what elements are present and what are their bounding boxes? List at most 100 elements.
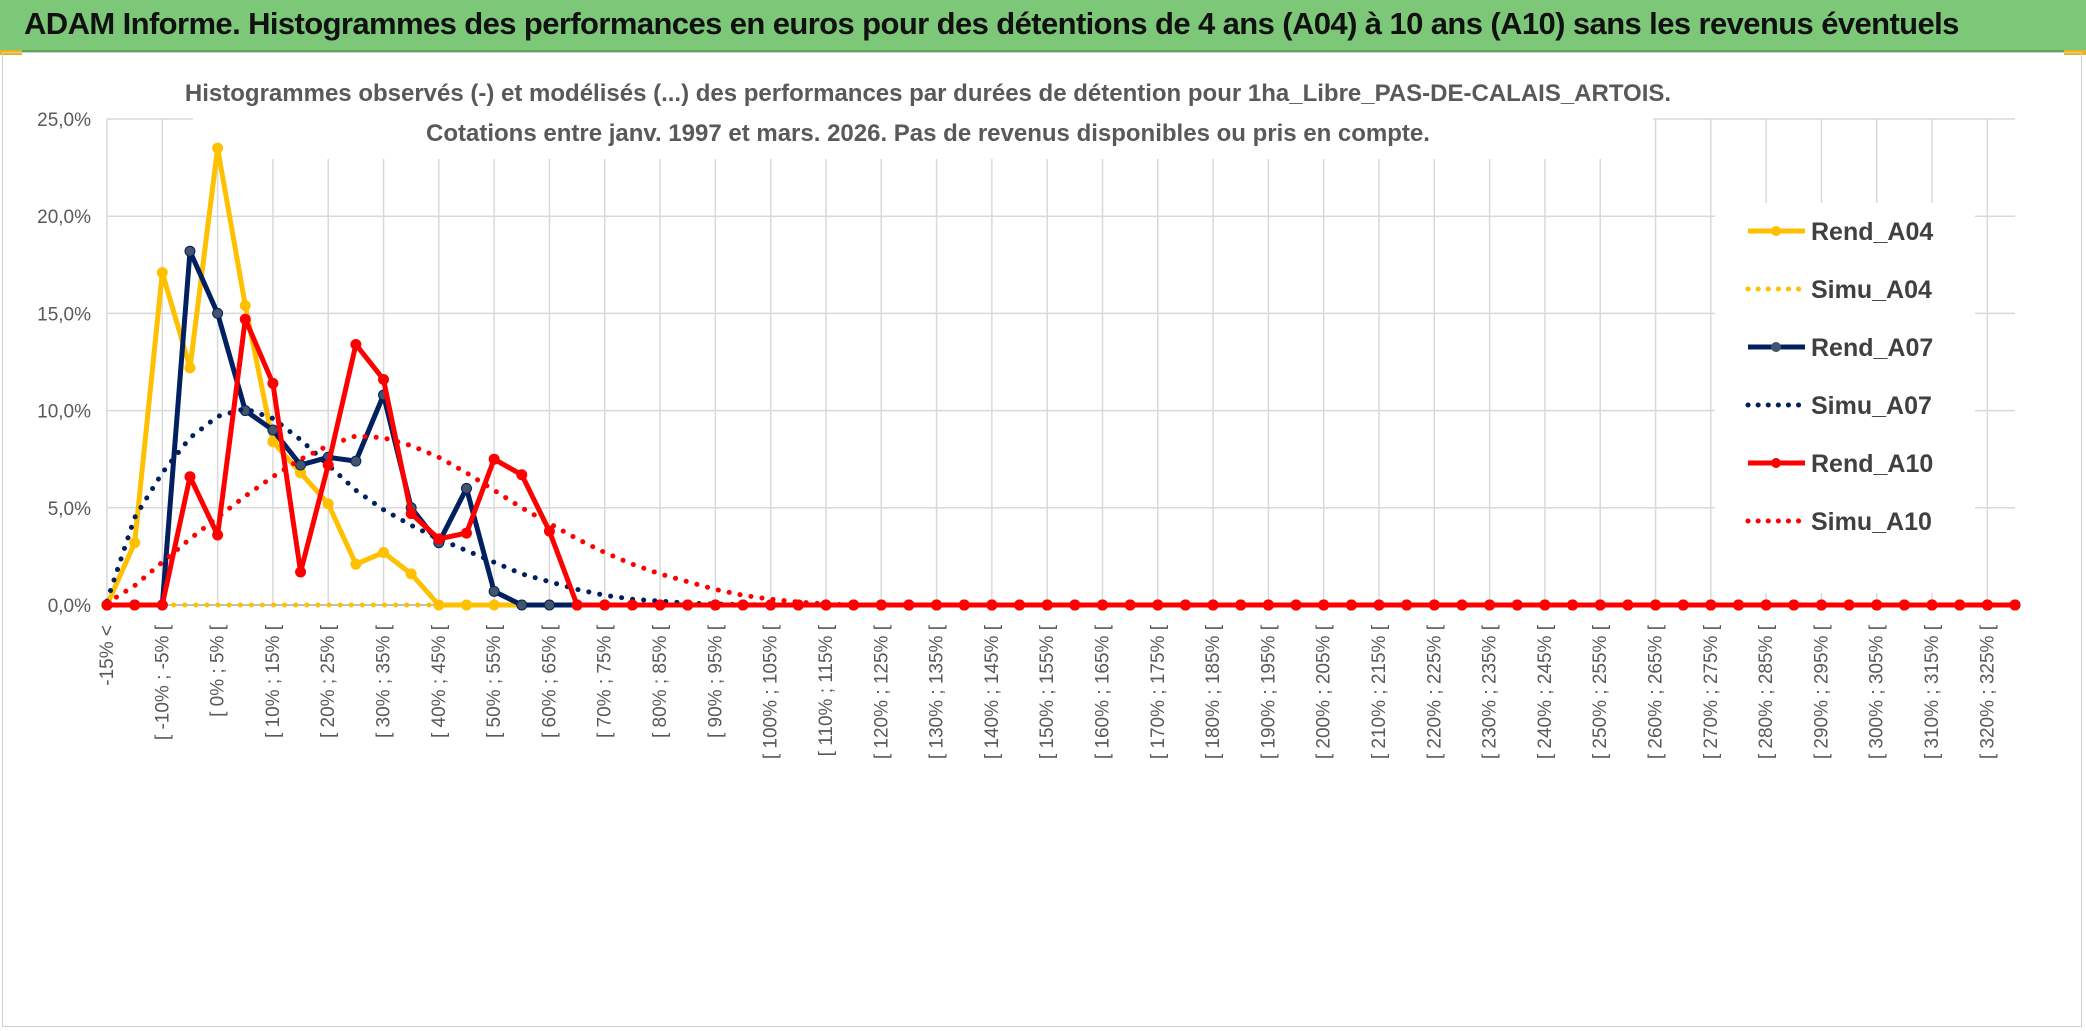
data-point	[212, 529, 224, 541]
x-tick-label: [ 50% ; 55% [	[484, 624, 505, 738]
x-tick-label: [ 200% ; 205% [	[1314, 624, 1335, 759]
data-point	[378, 373, 390, 385]
data-point	[516, 599, 528, 611]
legend-marker	[1771, 342, 1781, 352]
data-point	[129, 537, 141, 549]
legend-item: Simu_A10	[1745, 508, 1932, 536]
legend-item: Simu_A04	[1745, 276, 1932, 304]
data-point	[350, 339, 362, 351]
legend-label: Simu_A07	[1811, 392, 1932, 420]
y-tick-label: 5,0%	[48, 499, 91, 520]
x-tick-label: [ 290% ; 295% [	[1811, 624, 1832, 759]
data-point	[322, 498, 334, 510]
x-tick-label: [ -10% ; -5% [	[152, 624, 173, 740]
x-tick-label: [ 90% ; 95% [	[705, 624, 726, 738]
report-title: ADAM Informe. Histogrammes des performan…	[24, 6, 1959, 41]
x-tick-label: [ 270% ; 275% [	[1701, 624, 1722, 759]
data-point	[571, 599, 583, 611]
data-point	[488, 585, 500, 597]
data-point	[267, 424, 279, 436]
x-tick-label: [ 300% ; 305% [	[1867, 624, 1888, 759]
x-tick-label: [ 100% ; 105% [	[761, 624, 782, 759]
legend-label: Simu_A04	[1811, 276, 1932, 304]
x-tick-label: [ 190% ; 195% [	[1258, 624, 1279, 759]
x-tick-label: [ 110% ; 115% [	[816, 624, 837, 756]
y-tick-label: 10,0%	[37, 402, 91, 423]
x-tick-label: [ 130% ; 135% [	[927, 624, 948, 759]
x-tick-label: [ 10% ; 15% [	[263, 624, 284, 738]
data-point	[184, 362, 196, 374]
legend-marker	[1771, 226, 1781, 236]
x-tick-label: [ 220% ; 225% [	[1424, 624, 1445, 759]
data-point	[460, 482, 472, 494]
data-point	[654, 599, 666, 611]
data-point	[516, 469, 528, 481]
y-tick-label: 15,0%	[37, 304, 91, 325]
x-tick-label: [ 40% ; 45% [	[429, 624, 450, 738]
x-tick-label: [ 170% ; 175% [	[1148, 624, 1169, 759]
x-tick-label: [ 250% ; 255% [	[1590, 624, 1611, 759]
data-point	[322, 459, 334, 471]
data-point	[2009, 599, 2021, 611]
x-tick-label: [ 320% ; 325% [	[1977, 624, 1998, 759]
x-tick-label: [ 20% ; 25% [	[318, 624, 339, 738]
data-point	[626, 599, 638, 611]
y-tick-label: 20,0%	[37, 207, 91, 228]
data-point	[239, 300, 251, 312]
chart-area: 0,0% 5,0% 10,0% 15,0% 20,0% 25,0% -15% < [ -10%…	[2, 52, 2082, 1027]
data-point	[212, 142, 224, 154]
series-line-simu_a10	[104, 433, 2018, 608]
legend-label: Simu_A10	[1811, 508, 1932, 536]
data-point	[737, 599, 749, 611]
data-point	[488, 453, 500, 465]
x-tick-label: [ 30% ; 35% [	[374, 624, 395, 738]
x-tick-label: [ 150% ; 155% [	[1037, 624, 1058, 759]
x-tick-label: [ 260% ; 265% [	[1646, 624, 1667, 759]
x-tick-label: [ 60% ; 65% [	[539, 624, 560, 738]
x-tick-label: [ 230% ; 235% [	[1480, 624, 1501, 759]
legend-background	[1715, 203, 1975, 593]
legend-label: Rend_A10	[1811, 450, 1933, 478]
y-tick-label: 0,0%	[48, 596, 91, 617]
data-point	[543, 525, 555, 537]
y-tick-label: 25,0%	[37, 110, 91, 131]
chart-subtitle: Histogrammes observés (-) et modélisés (…	[185, 77, 1671, 159]
data-point	[295, 459, 307, 471]
subtitle-background	[193, 77, 1653, 159]
legend-item: Simu_A07	[1745, 392, 1932, 420]
data-point	[709, 599, 721, 611]
legend-item: Rend_A07	[1748, 334, 1933, 362]
data-point	[156, 267, 168, 279]
series-simu-a10	[104, 433, 2018, 608]
data-point	[129, 599, 141, 611]
x-tick-label: [ 280% ; 285% [	[1756, 624, 1777, 759]
x-tick-label: [ 240% ; 245% [	[1535, 624, 1556, 759]
data-point	[460, 527, 472, 539]
data-point	[156, 599, 168, 611]
chart-legend: Rend_A04 Simu_A04 Rend_A07 Simu_A07 Rend_A10…	[1715, 203, 1975, 593]
data-point	[239, 313, 251, 325]
data-point	[682, 599, 694, 611]
x-tick-label: [ 180% ; 185% [	[1203, 624, 1224, 759]
x-tick-label: [ 310% ; 315% [	[1922, 624, 1943, 759]
data-point	[405, 568, 417, 580]
x-tick-label: [ 70% ; 75% [	[595, 624, 616, 738]
legend-label: Rend_A07	[1811, 334, 1933, 362]
x-tick-label: [ 80% ; 85% [	[650, 624, 671, 738]
x-tick-label: [ 140% ; 145% [	[982, 624, 1003, 759]
legend-item: Rend_A10	[1748, 450, 1933, 478]
x-tick-label: -15% <	[97, 625, 118, 686]
data-point	[212, 307, 224, 319]
data-point	[599, 599, 611, 611]
data-point	[184, 471, 196, 483]
subtitle-line: Histogrammes observés (-) et modélisés (…	[185, 80, 1671, 107]
legend-label: Rend_A04	[1811, 218, 1933, 246]
data-point	[433, 533, 445, 545]
x-tick-label: [ 0% ; 5% [	[208, 624, 229, 717]
legend-item: Rend_A04	[1748, 218, 1933, 246]
data-point	[267, 377, 279, 389]
data-point	[405, 508, 417, 520]
data-point	[295, 566, 307, 578]
subtitle-line: Cotations entre janv. 1997 et mars. 2026…	[426, 120, 1430, 147]
x-tick-label: [ 210% ; 215% [	[1369, 624, 1390, 759]
